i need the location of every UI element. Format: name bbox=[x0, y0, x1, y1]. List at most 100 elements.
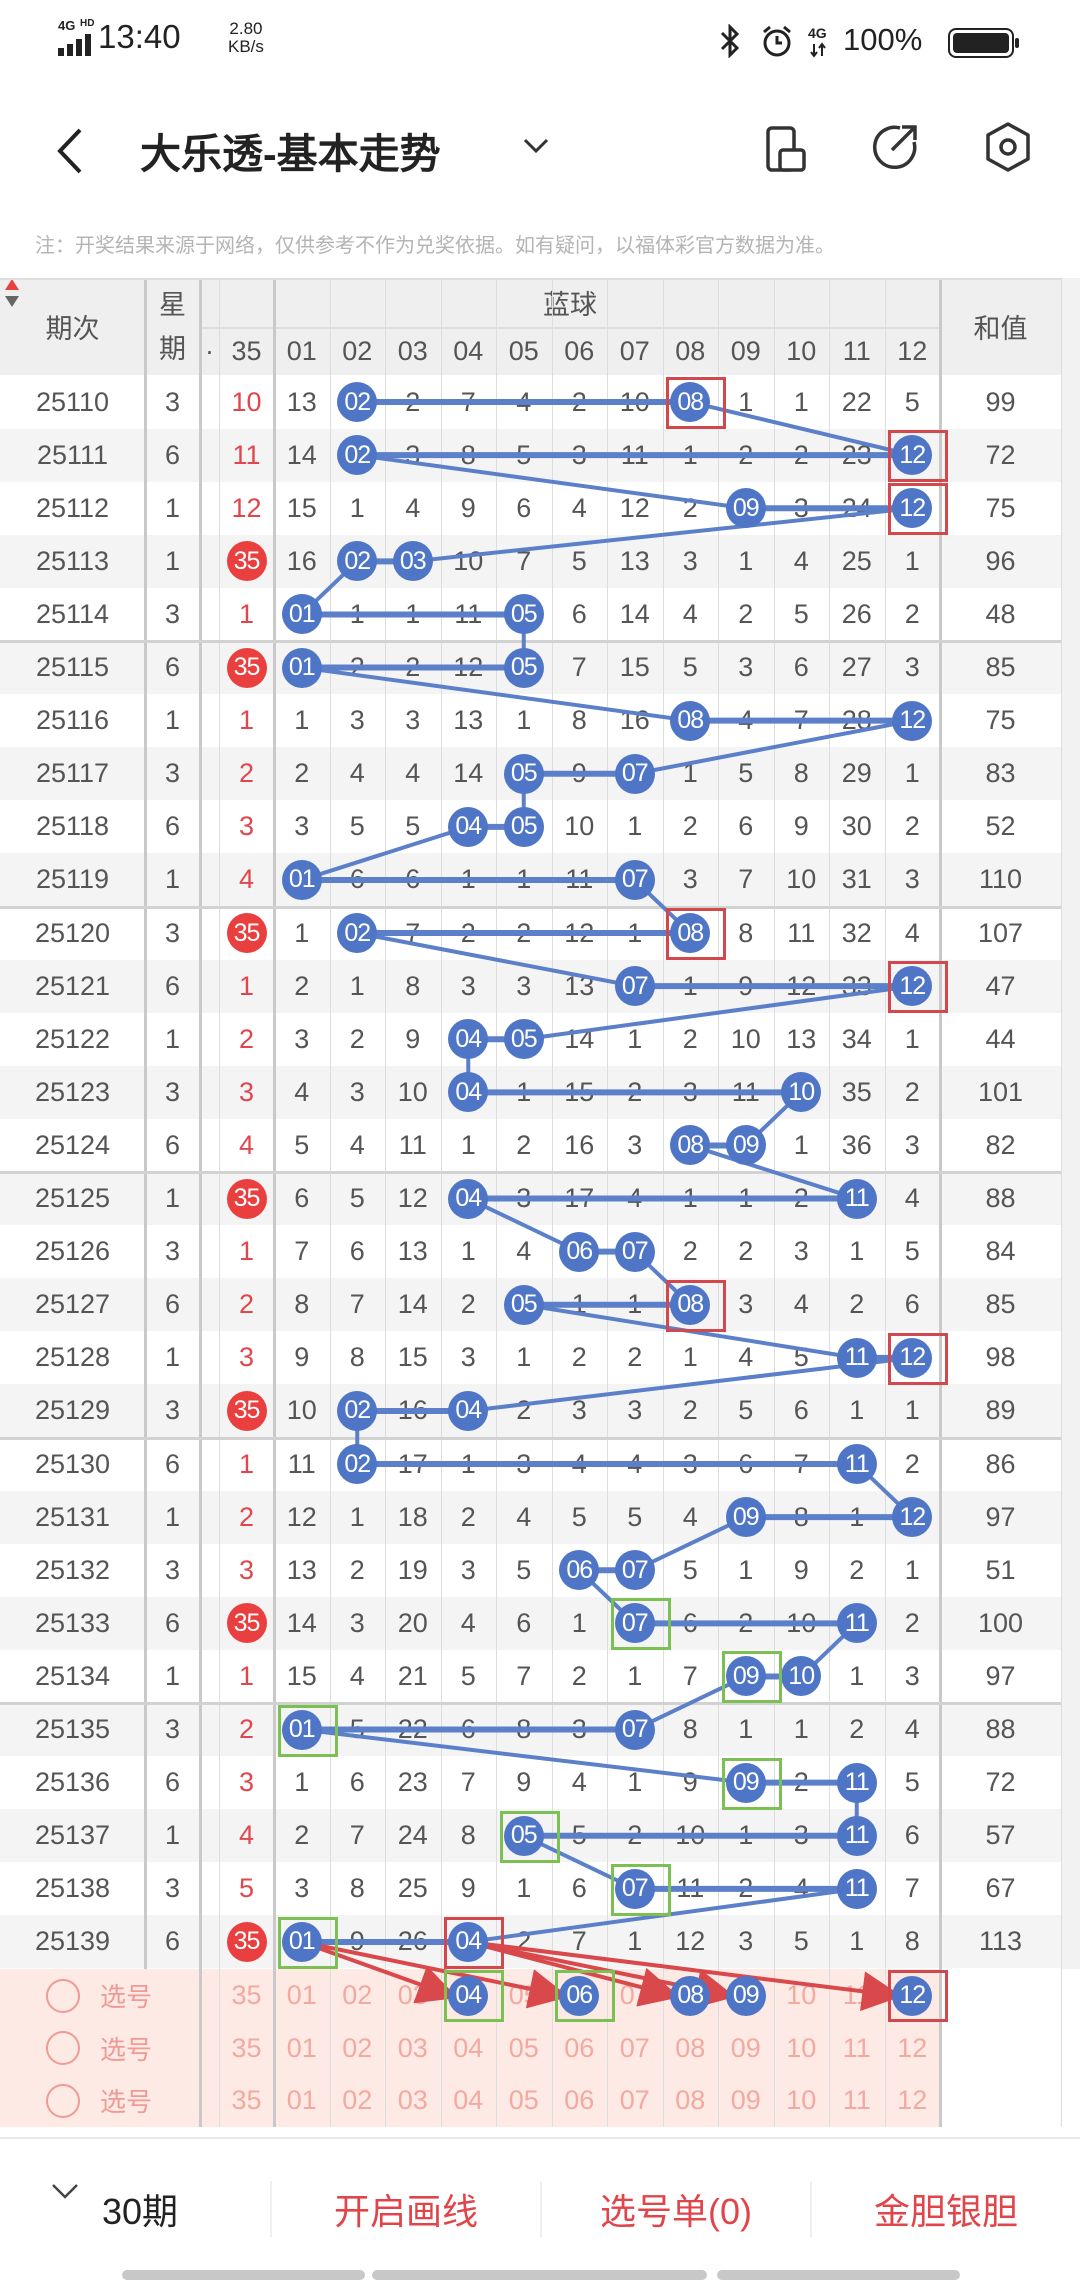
blue-cell: 1 bbox=[627, 1660, 643, 1691]
radio-circle-icon[interactable] bbox=[46, 2031, 80, 2065]
select-number[interactable]: 10 bbox=[786, 2032, 817, 2063]
select-red-35[interactable]: 35 bbox=[231, 2032, 262, 2063]
select-number[interactable]: 10 bbox=[786, 1980, 817, 2011]
select-number-toggle[interactable]: 选号 bbox=[46, 2074, 152, 2127]
sum-cell: 85 bbox=[985, 1289, 1016, 1320]
select-number[interactable]: 06 bbox=[564, 2032, 595, 2063]
select-number[interactable]: 12 bbox=[897, 2085, 928, 2116]
select-number[interactable]: 10 bbox=[786, 2085, 817, 2116]
blue-column-header: 04 bbox=[453, 335, 484, 366]
table-row: 25135 3 2 01 5 22 6 8 3 07 8 1 1 2 4 88 bbox=[0, 1703, 1061, 1757]
scroll-indicator[interactable] bbox=[372, 2270, 707, 2280]
select-number[interactable]: 08 bbox=[675, 2085, 706, 2116]
clock: 13:40 bbox=[98, 18, 181, 55]
select-number[interactable]: 01 bbox=[286, 2032, 317, 2063]
select-red-35[interactable]: 35 bbox=[231, 2085, 262, 2116]
week-cell: 1 bbox=[164, 1023, 181, 1054]
select-number[interactable]: 04 bbox=[453, 2085, 484, 2116]
picked-ball[interactable]: 09 bbox=[725, 1975, 766, 2016]
select-number[interactable]: 06 bbox=[564, 2085, 595, 2116]
select-number[interactable]: 03 bbox=[397, 2032, 428, 2063]
pick-list-button[interactable]: 选号单(0) bbox=[600, 2191, 752, 2232]
red-35-cell: 35 bbox=[219, 1384, 274, 1437]
blue-cell: 2 bbox=[460, 1289, 476, 1320]
picked-ball[interactable]: 08 bbox=[670, 1975, 711, 2016]
blue-cell: 8 bbox=[349, 1873, 365, 1904]
select-number[interactable]: 11 bbox=[842, 2085, 871, 2116]
blue-cell: 28 bbox=[841, 705, 872, 736]
select-number[interactable]: 02 bbox=[342, 2085, 373, 2116]
blue-cell: 1 bbox=[294, 1767, 310, 1798]
blue-ball: 04 bbox=[448, 1178, 489, 1219]
select-number[interactable]: 05 bbox=[508, 1980, 539, 2011]
select-number[interactable]: 04 bbox=[453, 2032, 484, 2063]
select-number[interactable]: 12 bbox=[897, 2032, 928, 2063]
share-icon[interactable] bbox=[870, 122, 920, 172]
blue-cell: 2 bbox=[460, 1501, 476, 1532]
select-number[interactable]: 03 bbox=[397, 1980, 428, 2011]
period-column-header[interactable]: 期次 bbox=[0, 278, 145, 375]
blue-cell: 2 bbox=[571, 1342, 587, 1373]
red-highlight-box bbox=[888, 483, 949, 536]
red-35-cell: 4 bbox=[238, 1820, 255, 1851]
select-number[interactable]: 02 bbox=[342, 2032, 373, 2063]
select-number[interactable]: 11 bbox=[842, 1980, 871, 2011]
blue-cell: 1 bbox=[849, 1660, 865, 1691]
blue-cell: 10 bbox=[786, 1607, 817, 1638]
blue-cell: 3 bbox=[516, 970, 532, 1001]
select-number[interactable]: 07 bbox=[619, 2032, 650, 2063]
scroll-indicator[interactable] bbox=[717, 2270, 960, 2280]
select-number-toggle[interactable]: 选号 bbox=[46, 1969, 152, 2022]
select-number[interactable]: 09 bbox=[730, 2085, 761, 2116]
select-number[interactable]: 06 bbox=[552, 1969, 608, 2022]
blue-cell: 1 bbox=[516, 1342, 532, 1373]
back-arrow-icon[interactable] bbox=[52, 126, 88, 176]
blue-cell: 2 bbox=[738, 1236, 754, 1267]
picked-ball[interactable]: 04 bbox=[448, 1975, 489, 2016]
sort-icon[interactable] bbox=[4, 278, 20, 308]
select-number[interactable]: 02 bbox=[342, 1980, 373, 2011]
select-number[interactable]: 11 bbox=[842, 2032, 871, 2063]
select-number[interactable]: 12 bbox=[885, 1969, 941, 2022]
draw-lines-button[interactable]: 开启画线 bbox=[333, 2191, 478, 2232]
select-number[interactable]: 01 bbox=[286, 1980, 317, 2011]
select-number[interactable]: 01 bbox=[286, 2085, 317, 2116]
gold-silver-button[interactable]: 金胆银胆 bbox=[873, 2191, 1018, 2232]
sum-cell: 75 bbox=[985, 705, 1016, 736]
green-highlight-box bbox=[277, 1704, 338, 1757]
select-red-35[interactable]: 35 bbox=[231, 1980, 262, 2011]
blue-ball: 11 bbox=[836, 1178, 877, 1219]
page-title[interactable]: 大乐透-基本走势 bbox=[140, 131, 441, 177]
period-count-select[interactable]: 30期 bbox=[40, 2181, 240, 2237]
grid-line bbox=[773, 278, 775, 2127]
select-number[interactable]: 03 bbox=[397, 2085, 428, 2116]
blue-cell: 10 bbox=[397, 1076, 428, 1107]
select-number[interactable]: 09 bbox=[718, 1969, 774, 2022]
table-row: 25132 3 3 13 2 19 3 5 06 07 5 1 9 2 1 51 bbox=[0, 1543, 1061, 1597]
select-number[interactable]: 08 bbox=[663, 1969, 719, 2022]
select-number[interactable]: 04 bbox=[441, 1969, 497, 2022]
scroll-indicator[interactable] bbox=[122, 2270, 365, 2280]
settings-icon[interactable] bbox=[982, 120, 1034, 174]
select-number-toggle[interactable]: 选号 bbox=[46, 2022, 152, 2075]
rotate-screen-icon[interactable] bbox=[762, 122, 808, 176]
radio-circle-icon[interactable] bbox=[46, 1978, 80, 2013]
blue-cell: 4 bbox=[738, 705, 754, 736]
chevron-down-icon[interactable] bbox=[522, 136, 550, 156]
sum-cell: 52 bbox=[985, 811, 1016, 842]
select-number[interactable]: 07 bbox=[619, 2085, 650, 2116]
select-number[interactable]: 05 bbox=[508, 2085, 539, 2116]
blue-cell: 4 bbox=[460, 1607, 476, 1638]
blue-cell: 9 bbox=[571, 758, 587, 789]
picked-ball[interactable]: 12 bbox=[892, 1975, 933, 2016]
radio-circle-icon[interactable] bbox=[46, 2083, 80, 2118]
grid-line bbox=[219, 278, 220, 2127]
select-number[interactable]: 08 bbox=[675, 2032, 706, 2063]
select-number[interactable]: 05 bbox=[508, 2032, 539, 2063]
picked-ball[interactable]: 06 bbox=[559, 1975, 600, 2016]
select-number[interactable]: 09 bbox=[730, 2032, 761, 2063]
period-cell: 25118 bbox=[35, 811, 110, 842]
period-cell: 25133 bbox=[34, 1607, 111, 1638]
blue-ball: 05 bbox=[503, 806, 544, 847]
select-number[interactable]: 07 bbox=[619, 1980, 650, 2011]
